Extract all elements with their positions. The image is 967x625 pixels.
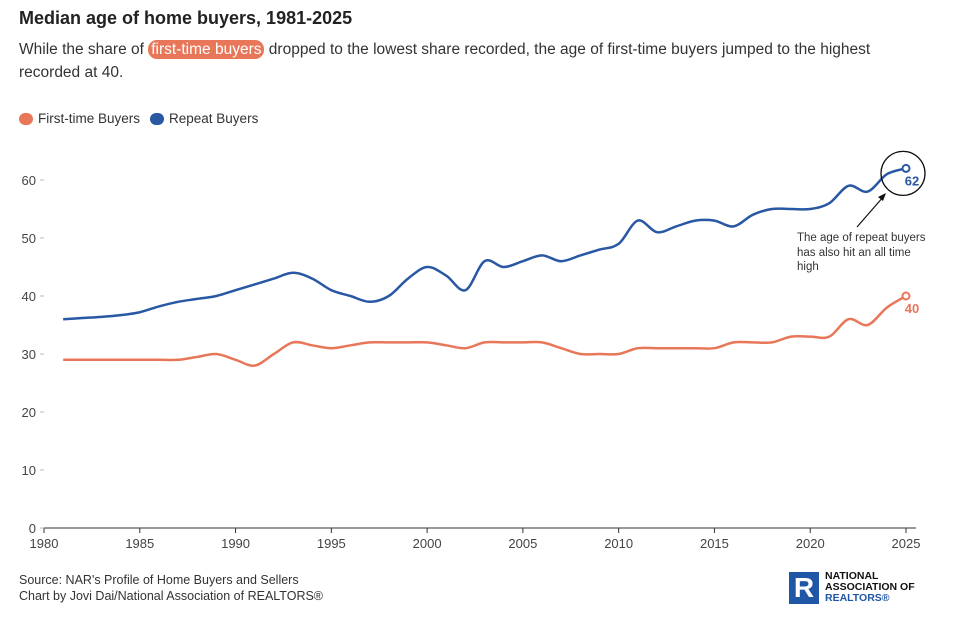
footer: Source: NAR's Profile of Home Buyers and… xyxy=(19,572,323,604)
legend: First-time Buyers Repeat Buyers xyxy=(19,111,258,126)
y-tick-label: 20 xyxy=(22,405,36,420)
subtitle-text-end: dropped to the lowest share recorded, th… xyxy=(19,41,871,81)
x-tick-label: 1985 xyxy=(125,536,154,551)
x-tick-label: 2025 xyxy=(892,536,921,551)
chart-subtitle: While the share of first-time buyers dro… xyxy=(19,38,899,84)
legend-item-first-time: First-time Buyers xyxy=(19,111,140,126)
credit-text: Chart by Jovi Dai/National Association o… xyxy=(19,589,324,603)
series-line-first-time xyxy=(63,294,907,367)
x-tick-label: 2005 xyxy=(508,536,537,551)
end-value-label: 40 xyxy=(905,301,919,316)
legend-label: Repeat Buyers xyxy=(169,111,259,126)
y-tick-label: 30 xyxy=(22,347,36,362)
end-point-marker xyxy=(901,291,911,301)
x-tick-label: 1995 xyxy=(317,536,346,551)
arrow-head-icon xyxy=(878,193,886,201)
x-tick-label: 2020 xyxy=(796,536,825,551)
end-value-label: 62 xyxy=(905,173,919,188)
x-tick-label: 1980 xyxy=(30,536,59,551)
logo-text: NATIONAL ASSOCIATION OF REALTORS® xyxy=(825,571,915,604)
legend-swatch-icon xyxy=(19,113,33,125)
y-tick-label: 10 xyxy=(22,463,36,478)
annotation-text: The age of repeat buyers has also hit an… xyxy=(797,232,926,273)
logo-line: ASSOCIATION OF xyxy=(825,581,915,593)
y-tick-label: 50 xyxy=(22,231,36,246)
annotation-arrow-line xyxy=(856,195,885,228)
y-tick-label: 40 xyxy=(22,289,36,304)
x-tick-label: 2010 xyxy=(604,536,633,551)
source-text: Source: NAR's Profile of Home Buyers and… xyxy=(19,573,299,587)
logo-line: NATIONAL xyxy=(825,570,879,582)
y-tick-label: 0 xyxy=(29,521,36,536)
chart-title: Median age of home buyers, 1981-2025 xyxy=(19,8,353,28)
y-tick-label: 60 xyxy=(22,173,36,188)
x-tick-label: 1990 xyxy=(221,536,250,551)
highlight-circle xyxy=(880,150,926,197)
logo-mark: R xyxy=(789,571,819,604)
legend-item-repeat: Repeat Buyers xyxy=(150,111,258,126)
legend-swatch-icon xyxy=(150,113,165,125)
x-tick-label: 2000 xyxy=(413,536,442,551)
nar-logo: R NATIONAL ASSOCIATION OF REALTORS® xyxy=(789,571,915,604)
end-point-marker xyxy=(901,163,911,173)
logo-line: REALTORS® xyxy=(825,592,890,604)
x-tick-label: 2015 xyxy=(700,536,729,551)
subtitle-highlight: first-time buyers xyxy=(148,40,265,59)
series-line-repeat xyxy=(63,167,907,321)
legend-label: First-time Buyers xyxy=(38,111,141,126)
subtitle-text: While the share of xyxy=(19,41,149,58)
